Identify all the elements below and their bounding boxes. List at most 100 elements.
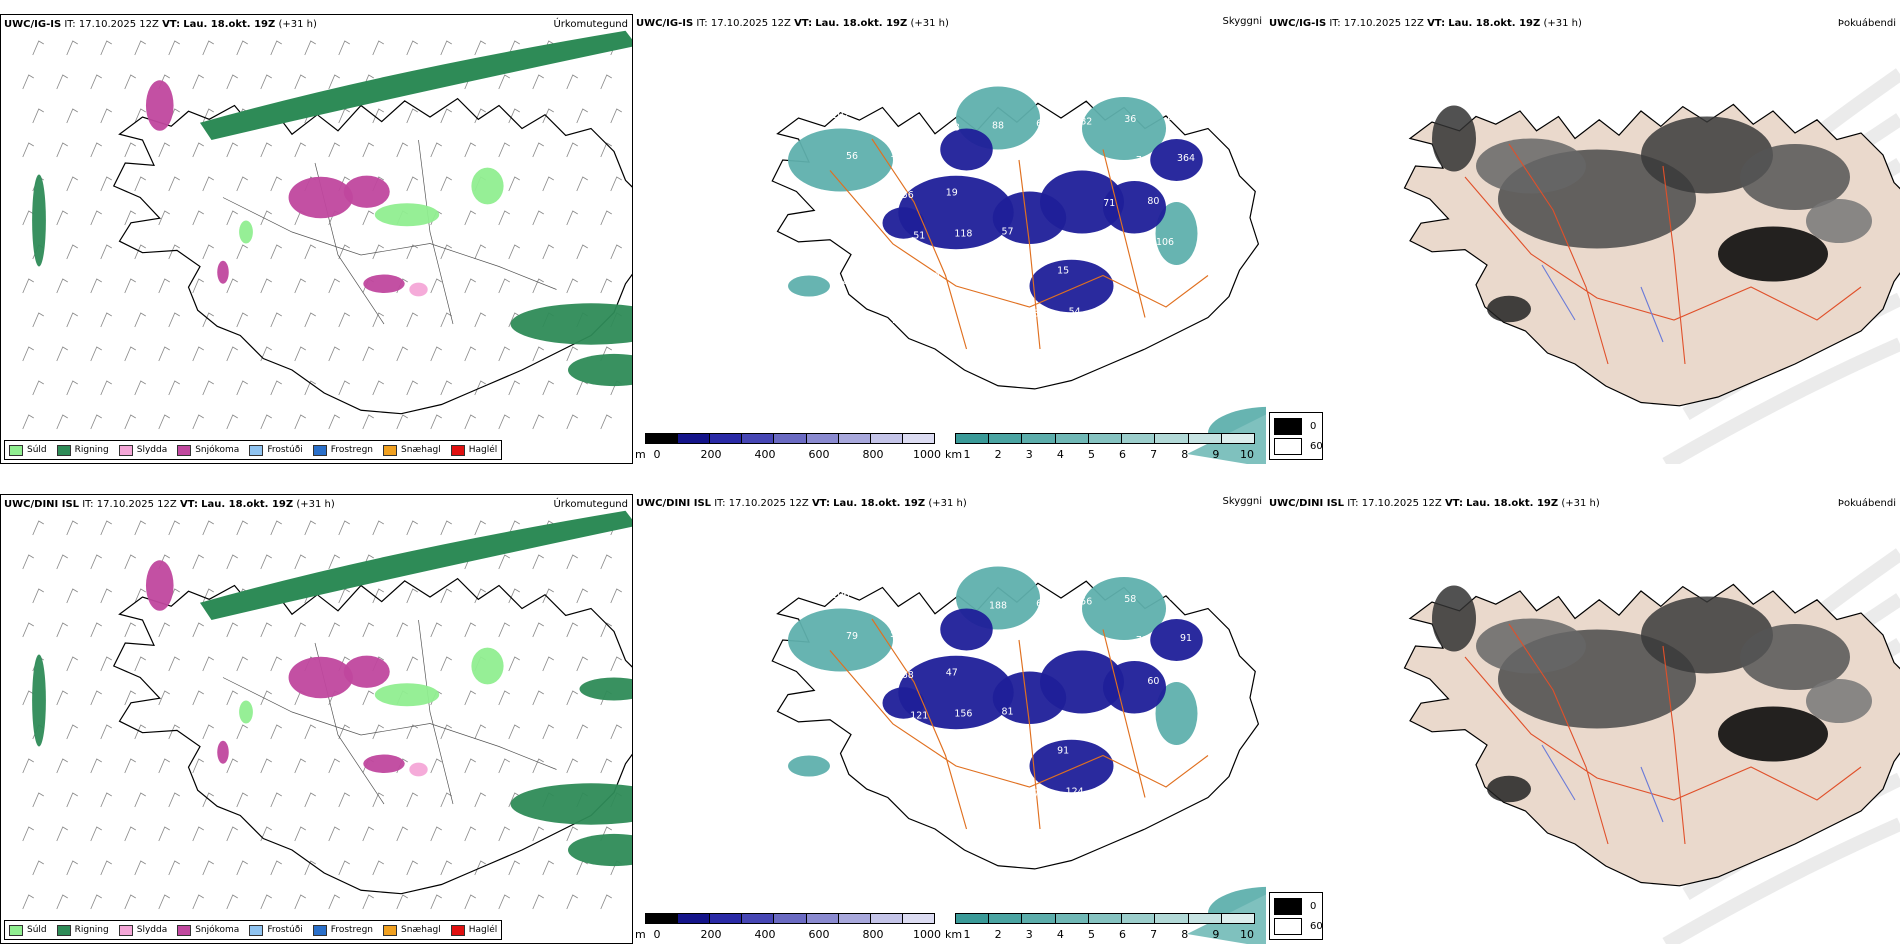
wind-barb bbox=[440, 176, 452, 192]
wind-barb bbox=[610, 244, 622, 260]
fog-index-area bbox=[1432, 585, 1476, 652]
wind-barb bbox=[192, 346, 204, 362]
wind-barb bbox=[430, 826, 442, 842]
legend-label: Snæhagl bbox=[401, 445, 441, 455]
ceiling-value-label: 69 bbox=[1203, 235, 1215, 246]
ceiling-map: 1065747819110267796815610012458916112148… bbox=[771, 566, 1266, 944]
rain-area bbox=[510, 303, 632, 345]
wind-barb bbox=[226, 826, 238, 842]
wind-barb bbox=[406, 724, 418, 740]
wind-barb bbox=[202, 244, 214, 260]
legend-swatch bbox=[1274, 438, 1302, 455]
wind-barb bbox=[498, 758, 510, 774]
wind-barb bbox=[32, 792, 44, 808]
ceiling-value-label: 159 bbox=[922, 272, 940, 283]
drizzle-area bbox=[471, 647, 504, 685]
fog-index-area bbox=[1476, 138, 1586, 194]
colorbar-tick-label: 0 bbox=[653, 448, 661, 461]
iceland-coastline bbox=[112, 97, 632, 415]
ceiling-visibility-panel-row2: UWC/DINI ISL IT: 17.10.2025 12Z VT: Lau.… bbox=[633, 494, 1266, 944]
wind-barb bbox=[192, 622, 204, 638]
wind-barb bbox=[32, 108, 44, 124]
wind-barb bbox=[498, 690, 510, 706]
wind-barb bbox=[338, 108, 350, 124]
snow-area bbox=[217, 260, 229, 284]
wind-barb bbox=[22, 142, 34, 158]
wind-barb bbox=[226, 210, 238, 226]
colorbar-strip bbox=[645, 433, 935, 444]
colorbar-tick-label: 1 bbox=[963, 448, 971, 461]
ceiling-value-label: 52 bbox=[980, 311, 992, 322]
wind-barb bbox=[294, 346, 306, 362]
wind-barb bbox=[600, 414, 612, 430]
wind-barb bbox=[90, 758, 102, 774]
wind-barb bbox=[22, 278, 34, 294]
precip-type-panel-row1: UWC/IG-IS IT: 17.10.2025 12Z VT: Lau. 18… bbox=[0, 14, 633, 464]
wind-barb bbox=[328, 74, 340, 90]
wind-barb bbox=[464, 414, 476, 430]
wind-barb bbox=[168, 244, 180, 260]
wind-barb bbox=[158, 826, 170, 842]
colorbar-tick-label: 9 bbox=[1212, 928, 1220, 941]
wind-barb bbox=[90, 826, 102, 842]
low-visibility-area bbox=[788, 275, 830, 297]
wind-barb bbox=[362, 826, 374, 842]
wind-barb bbox=[168, 656, 180, 672]
ceiling-value-label: 61 bbox=[858, 672, 870, 683]
wind-barb bbox=[66, 520, 78, 536]
wind-barb bbox=[566, 142, 578, 158]
colorbar-tick-label: 7 bbox=[1150, 448, 1158, 461]
precip-map bbox=[22, 30, 632, 430]
ceiling-value-label: 65 bbox=[1092, 637, 1104, 648]
wind-barb bbox=[542, 860, 554, 876]
drizzle-area bbox=[239, 700, 253, 724]
legend-label: Frostregn bbox=[330, 925, 374, 935]
colorbar-step bbox=[1022, 434, 1056, 443]
wind-barb bbox=[236, 520, 248, 536]
wind-barb bbox=[168, 312, 180, 328]
wind-barb bbox=[66, 312, 78, 328]
wind-barb bbox=[66, 176, 78, 192]
wind-barb bbox=[328, 622, 340, 638]
legend-swatch bbox=[450, 924, 465, 936]
wind-barb bbox=[406, 860, 418, 876]
fog-panel-row2: UWC/DINI ISL IT: 17.10.2025 12Z VT: Lau.… bbox=[1266, 494, 1900, 944]
wind-barb bbox=[236, 656, 248, 672]
ceiling-value-label: 27 bbox=[892, 315, 904, 326]
wind-barb bbox=[192, 142, 204, 158]
wind-barb bbox=[396, 894, 408, 910]
wind-barb bbox=[440, 860, 452, 876]
wind-barb bbox=[100, 380, 112, 396]
wind-barb bbox=[192, 894, 204, 910]
low-visibility-area bbox=[1155, 682, 1198, 745]
wind-barb bbox=[56, 826, 68, 842]
wind-barb bbox=[508, 380, 520, 396]
ceiling-value-label: 188 bbox=[989, 601, 1007, 612]
drizzle-area bbox=[471, 167, 504, 205]
panel-title: UWC/IG-IS IT: 17.10.2025 12Z VT: Lau. 18… bbox=[636, 18, 949, 29]
colorbar-step bbox=[870, 914, 903, 923]
wind-barb bbox=[192, 74, 204, 90]
colorbar-step bbox=[710, 914, 743, 923]
wind-barb bbox=[338, 588, 350, 604]
wind-barb bbox=[464, 758, 476, 774]
colorbar-tick-label: 600 bbox=[808, 448, 830, 461]
precip-legend-item: Frostúði bbox=[249, 924, 303, 936]
fog-index-area bbox=[1432, 105, 1476, 172]
wind-barb bbox=[100, 244, 112, 260]
colorbar-strip bbox=[645, 913, 935, 924]
wind-barb bbox=[576, 656, 588, 672]
precip-legend-item: Frostregn bbox=[312, 444, 373, 456]
precip-map bbox=[22, 510, 632, 910]
colorbar-tick-label: 800 bbox=[862, 448, 884, 461]
legend-label: 60 bbox=[1310, 921, 1323, 932]
ceiling-value-label: 56 bbox=[902, 190, 914, 201]
ceiling-value-label: 78 bbox=[925, 752, 937, 763]
wind-barb bbox=[90, 142, 102, 158]
ceiling-visibility-panel-row1: UWC/IG-IS IT: 17.10.2025 12Z VT: Lau. 18… bbox=[633, 14, 1266, 464]
fog-index-area bbox=[1806, 679, 1872, 723]
ceiling-value-label: 58 bbox=[1124, 594, 1136, 605]
wind-barb bbox=[328, 346, 340, 362]
wind-barb bbox=[566, 826, 578, 842]
snow-area bbox=[343, 655, 390, 688]
